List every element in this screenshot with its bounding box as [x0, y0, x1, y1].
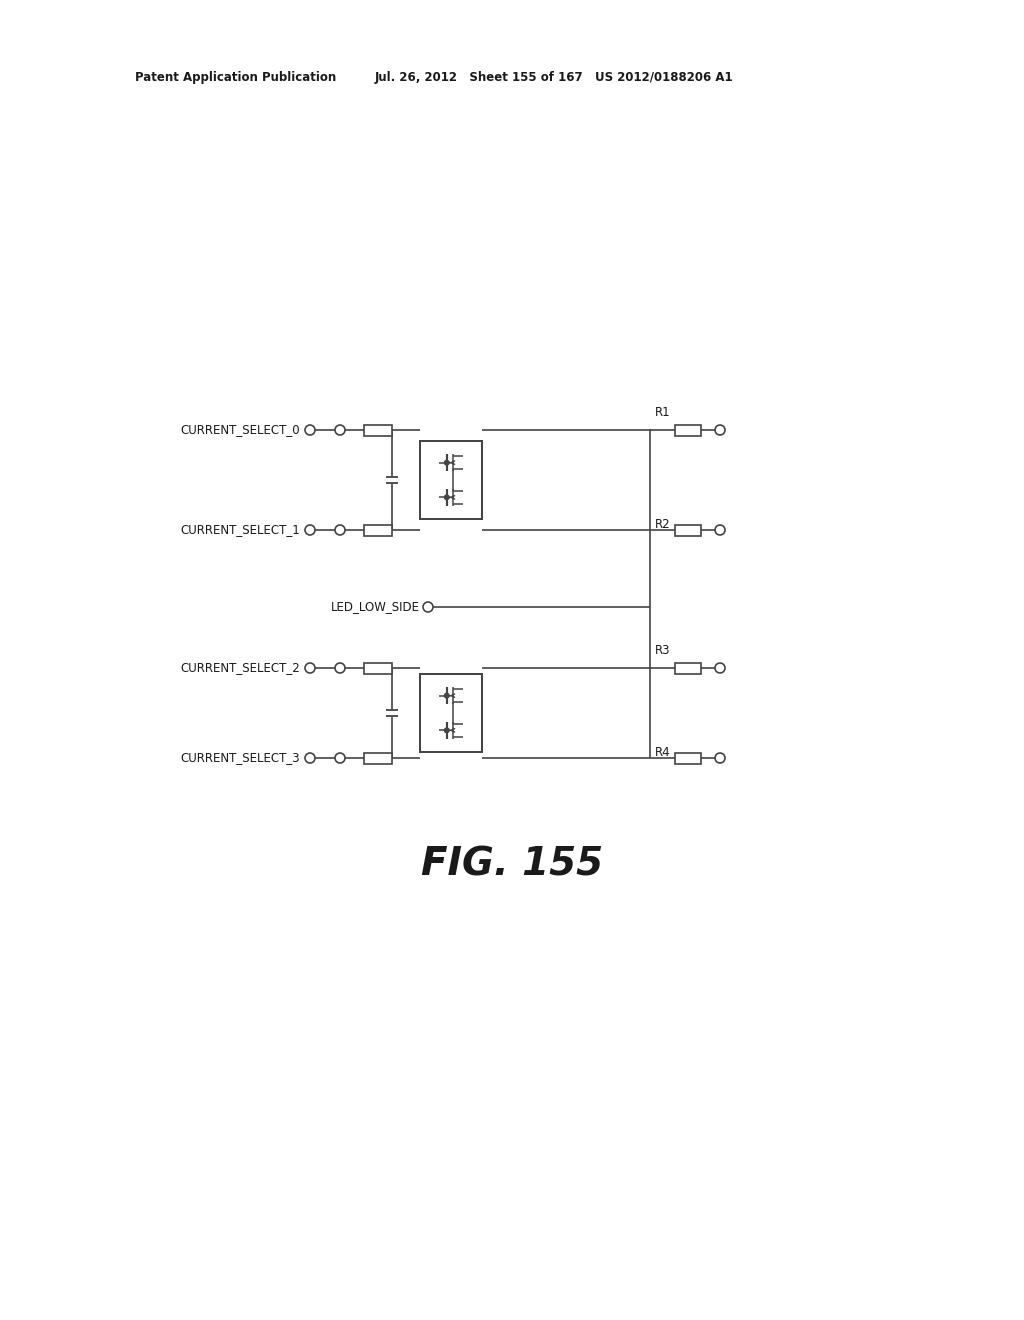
- Bar: [364, 663, 392, 673]
- Circle shape: [305, 752, 315, 763]
- Text: CURRENT_SELECT_1: CURRENT_SELECT_1: [180, 524, 300, 536]
- Text: CURRENT_SELECT_2: CURRENT_SELECT_2: [180, 661, 300, 675]
- Circle shape: [305, 663, 315, 673]
- Text: R3: R3: [655, 644, 671, 656]
- Bar: [364, 752, 392, 763]
- Text: LED_LOW_SIDE: LED_LOW_SIDE: [331, 601, 420, 614]
- Bar: [675, 425, 701, 436]
- Text: Jul. 26, 2012   Sheet 155 of 167   US 2012/0188206 A1: Jul. 26, 2012 Sheet 155 of 167 US 2012/0…: [375, 71, 733, 84]
- Circle shape: [335, 525, 345, 535]
- Circle shape: [715, 752, 725, 763]
- Circle shape: [443, 693, 450, 698]
- Circle shape: [443, 494, 450, 500]
- Bar: [420, 675, 482, 752]
- Circle shape: [443, 459, 450, 466]
- Circle shape: [335, 663, 345, 673]
- Text: R4: R4: [655, 747, 671, 759]
- Circle shape: [335, 752, 345, 763]
- Bar: [420, 441, 482, 519]
- Circle shape: [305, 525, 315, 535]
- Circle shape: [305, 425, 315, 436]
- Circle shape: [335, 425, 345, 436]
- Bar: [675, 752, 701, 763]
- Text: Patent Application Publication: Patent Application Publication: [135, 71, 336, 84]
- Bar: [364, 524, 392, 536]
- Bar: [675, 663, 701, 673]
- Text: FIG. 155: FIG. 155: [421, 846, 603, 884]
- Bar: [364, 425, 392, 436]
- Text: R2: R2: [655, 519, 671, 532]
- Text: R1: R1: [655, 405, 671, 418]
- Circle shape: [715, 663, 725, 673]
- Circle shape: [715, 525, 725, 535]
- Text: CURRENT_SELECT_0: CURRENT_SELECT_0: [180, 424, 300, 437]
- Bar: [675, 524, 701, 536]
- Circle shape: [423, 602, 433, 612]
- Circle shape: [443, 727, 450, 734]
- Text: CURRENT_SELECT_3: CURRENT_SELECT_3: [180, 751, 300, 764]
- Circle shape: [715, 425, 725, 436]
